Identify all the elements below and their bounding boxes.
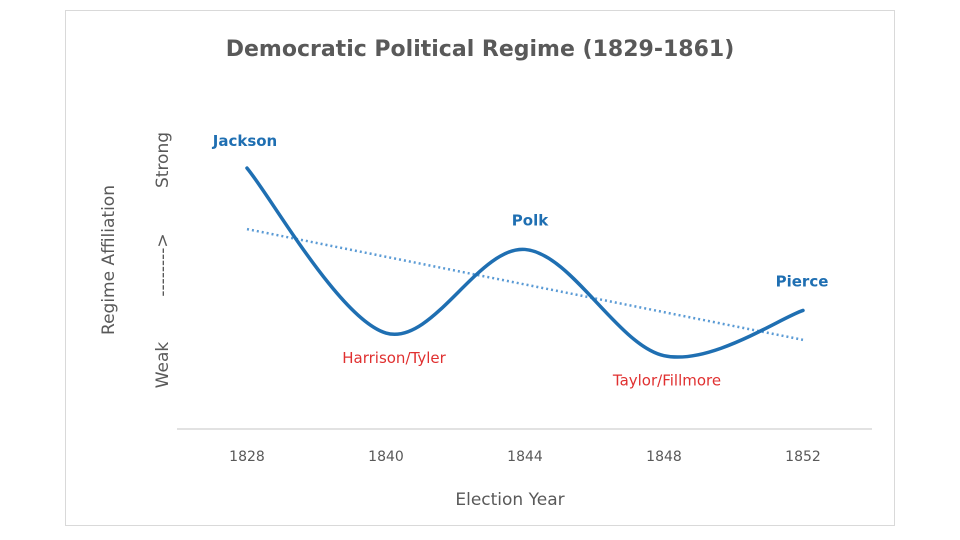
x-tick-label-1848: 1848 <box>646 449 682 465</box>
x-axis-label: Election Year <box>455 490 564 510</box>
x-tick-label-1828: 1828 <box>229 449 265 465</box>
x-tick-label-1840: 1840 <box>368 449 404 465</box>
annotation-layer: Jackson Harrison/Tyler Polk Taylor/Fillmore… <box>212 132 829 390</box>
annotation-pierce: Pierce <box>776 272 829 290</box>
x-tick-label-1844: 1844 <box>507 449 543 465</box>
y-axis-strong-label: Strong <box>153 132 173 188</box>
x-tick-label-1852: 1852 <box>785 449 821 465</box>
annotation-taylor-fillmore: Taylor/Fillmore <box>612 372 721 390</box>
y-axis-arrow: --------> <box>153 233 173 296</box>
ticks-layer: 1828 1840 1844 1848 1852 <box>229 449 821 465</box>
chart-title: Democratic Political Regime (1829-1861) <box>226 37 735 62</box>
annotation-polk: Polk <box>512 211 549 229</box>
y-axis-label: Regime Affiliation <box>99 185 119 335</box>
series-layer <box>245 166 805 359</box>
annotation-harrison-tyler: Harrison/Tyler <box>342 349 446 367</box>
regime-series-line <box>245 166 805 359</box>
chart-frame <box>65 10 895 526</box>
annotation-jackson: Jackson <box>212 132 277 150</box>
y-axis-weak-label: Weak <box>153 342 173 389</box>
